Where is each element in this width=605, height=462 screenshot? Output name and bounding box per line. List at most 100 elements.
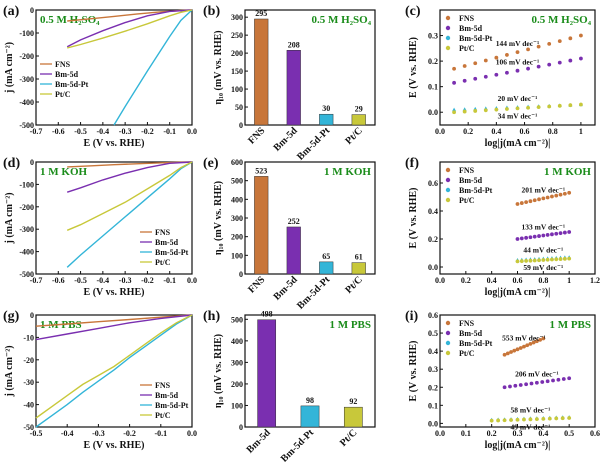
category-label: Bm-5d	[245, 427, 274, 456]
data-point	[528, 417, 533, 422]
bar-value-label: 61	[355, 253, 363, 262]
data-point	[452, 80, 456, 85]
category-label: Bm-5d-Pt	[295, 274, 333, 312]
data-point	[537, 258, 541, 263]
category-label: Pt/C	[343, 125, 365, 147]
y-axis-label: j (mA cm⁻²)	[4, 192, 15, 244]
data-point	[567, 190, 572, 195]
category-label: Bm-5d	[272, 274, 301, 303]
x-tick-label: 0.2	[463, 127, 473, 136]
legend-entry: FNS	[155, 228, 171, 237]
y-tick-label: 50	[235, 103, 243, 112]
x-axis-label: E (V vs. RHE)	[84, 138, 145, 149]
data-point	[462, 78, 467, 83]
legend-entry: FNS	[155, 381, 171, 390]
y-tick-label: 100	[231, 251, 243, 260]
data-point	[452, 110, 456, 115]
legend-marker	[445, 340, 451, 346]
data-point	[512, 348, 517, 353]
legend-entry: Bm-5d-Pt	[459, 339, 493, 348]
data-point	[505, 53, 509, 57]
data-point	[534, 380, 539, 385]
data-point	[473, 61, 478, 66]
x-tick-label: 0.2	[461, 276, 471, 285]
x-tick-label: 0.4	[491, 127, 501, 136]
legend-entry: FNS	[55, 60, 71, 69]
data-point	[522, 344, 526, 349]
data-point	[494, 55, 499, 60]
series-line-bm-5d	[66, 9, 193, 48]
data-point	[547, 41, 552, 46]
data-point	[515, 50, 520, 55]
y-tick-label: -200	[19, 203, 34, 212]
y-tick-label: 0	[30, 158, 34, 167]
data-point	[502, 385, 507, 390]
y-tick-label: 300	[231, 13, 243, 22]
data-point	[462, 109, 467, 114]
data-point	[560, 416, 565, 421]
x-tick-label: -0.6	[52, 127, 65, 136]
x-tick-label: -0.6	[52, 276, 65, 285]
x-tick-label: -0.5	[30, 429, 43, 438]
data-point	[515, 347, 520, 352]
data-point	[528, 235, 533, 240]
panel-letter: (h)	[203, 309, 220, 324]
y-tick-label: 100	[231, 401, 243, 410]
condition-label: 1 M PBS	[549, 319, 591, 331]
series-line-pt-c	[66, 161, 193, 231]
series-line-pt-c	[35, 314, 193, 419]
data-point	[452, 107, 457, 112]
x-tick-label: 0.1	[461, 429, 471, 438]
y-tick-label: 200	[231, 380, 243, 389]
data-point	[462, 64, 467, 68]
x-tick-label: 0.6	[590, 429, 600, 438]
data-point	[509, 350, 513, 354]
bar-fns	[254, 176, 269, 275]
legend-marker	[445, 330, 451, 336]
category-label: FNS	[246, 125, 267, 146]
legend-entry: Bm-5d-Pt	[155, 248, 189, 257]
data-point	[515, 106, 520, 111]
legend-marker	[445, 177, 451, 183]
x-tick-label: 1	[579, 127, 583, 136]
data-point	[562, 191, 567, 196]
data-point	[505, 70, 509, 75]
legend-entry: Pt/C	[155, 258, 171, 267]
y-tick-label: 600	[231, 158, 243, 167]
data-point	[547, 104, 552, 109]
data-point	[518, 346, 523, 350]
panel-letter: (f)	[405, 156, 419, 171]
series-line-bm-5d-pt	[66, 161, 193, 268]
data-point	[532, 234, 537, 239]
data-point	[536, 105, 541, 110]
legend-entry: Bm-5d	[55, 70, 79, 79]
data-point	[541, 416, 546, 421]
legend-entry: Bm-5d	[459, 329, 483, 338]
panel-h: (h) 1 M PBS 0 100 200 300 400 500 η₁₀ (mV vs. RH…	[203, 309, 376, 462]
data-point	[515, 68, 520, 73]
condition-label: 1 M KOH	[544, 166, 591, 178]
condition-label: 0.5 M H₂SO₄	[312, 14, 372, 26]
x-tick-label: -0.1	[163, 276, 176, 285]
data-point	[540, 380, 545, 384]
data-point	[526, 47, 530, 52]
tafel-slope-label: 58 mV dec⁻¹	[511, 405, 551, 414]
legend-marker	[445, 350, 451, 356]
y-axis-label: E (V vs. RHE)	[408, 188, 419, 249]
data-point	[567, 376, 572, 381]
x-tick-label: -0.3	[92, 429, 105, 438]
data-point	[562, 230, 567, 235]
y-tick-label: 0.6	[428, 179, 438, 188]
data-point	[532, 198, 537, 203]
data-point	[522, 417, 526, 422]
series-line-fns	[35, 314, 193, 327]
y-tick-label: 0.4	[428, 347, 438, 356]
y-tick-label: 0.3	[428, 32, 438, 41]
y-tick-label: 0.1	[428, 401, 438, 410]
data-point	[534, 339, 539, 344]
condition-label: 1 M PBS	[329, 319, 371, 331]
category-label: Pt/C	[338, 427, 360, 449]
data-point	[554, 416, 559, 421]
x-tick-label: 0.3	[513, 429, 523, 438]
data-point	[524, 382, 529, 387]
